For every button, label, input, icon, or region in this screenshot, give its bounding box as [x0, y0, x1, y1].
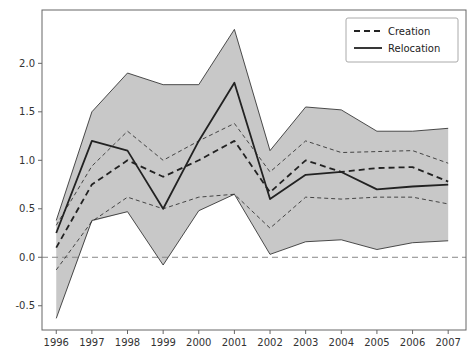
x-tick	[376, 330, 377, 334]
y-tick	[38, 63, 42, 64]
x-tick	[341, 330, 342, 334]
y-tick	[38, 160, 42, 161]
x-tick-label: 2006	[400, 337, 425, 348]
x-tick	[448, 330, 449, 334]
x-tick-label: 2001	[222, 337, 247, 348]
y-tick	[38, 305, 42, 306]
x-tick-label: 1998	[115, 337, 140, 348]
y-tick-label: 1.0	[19, 155, 35, 166]
x-tick	[270, 330, 271, 334]
x-tick	[412, 330, 413, 334]
y-tick-label: 0.5	[19, 203, 35, 214]
y-tick-label: -0.5	[15, 300, 35, 311]
x-tick-label: 2002	[257, 337, 282, 348]
legend-swatch	[354, 30, 382, 32]
x-tick-label: 2003	[293, 337, 318, 348]
reference-line	[42, 257, 466, 258]
x-tick-label: 2000	[186, 337, 211, 348]
x-tick	[163, 330, 164, 334]
confidence-band	[56, 29, 448, 318]
x-tick-label: 1999	[150, 337, 175, 348]
plot-frame	[42, 10, 466, 330]
y-tick-label: 2.0	[19, 58, 35, 69]
x-tick-label: 2005	[364, 337, 389, 348]
x-tick	[305, 330, 306, 334]
plot-background	[42, 10, 466, 330]
x-tick-label: 1997	[79, 337, 104, 348]
x-tick-label: 2004	[329, 337, 354, 348]
y-tick	[38, 111, 42, 112]
y-tick	[38, 257, 42, 258]
x-tick-label: 2007	[435, 337, 460, 348]
x-tick	[91, 330, 92, 334]
mean-line	[56, 83, 448, 233]
legend: Creation Relocation	[346, 18, 458, 62]
y-tick-label: 1.5	[19, 106, 35, 117]
plot-area	[42, 29, 466, 318]
ci-bound-line	[56, 194, 448, 270]
y-tick-label: 0.0	[19, 252, 35, 263]
y-tick	[38, 208, 42, 209]
legend-swatch	[354, 47, 382, 49]
x-tick	[56, 330, 57, 334]
x-tick	[234, 330, 235, 334]
x-tick	[198, 330, 199, 334]
ci-bound-line	[56, 194, 448, 318]
x-tick	[127, 330, 128, 334]
x-tick-label: 1996	[44, 337, 69, 348]
legend-label: Relocation	[388, 43, 440, 54]
legend-label: Creation	[388, 26, 430, 37]
mean-line	[56, 141, 448, 248]
legend-box	[346, 18, 458, 62]
chart: 1996 1997 1998 1999 2000 2001 2002 2003 2004 2005…	[0, 0, 476, 358]
